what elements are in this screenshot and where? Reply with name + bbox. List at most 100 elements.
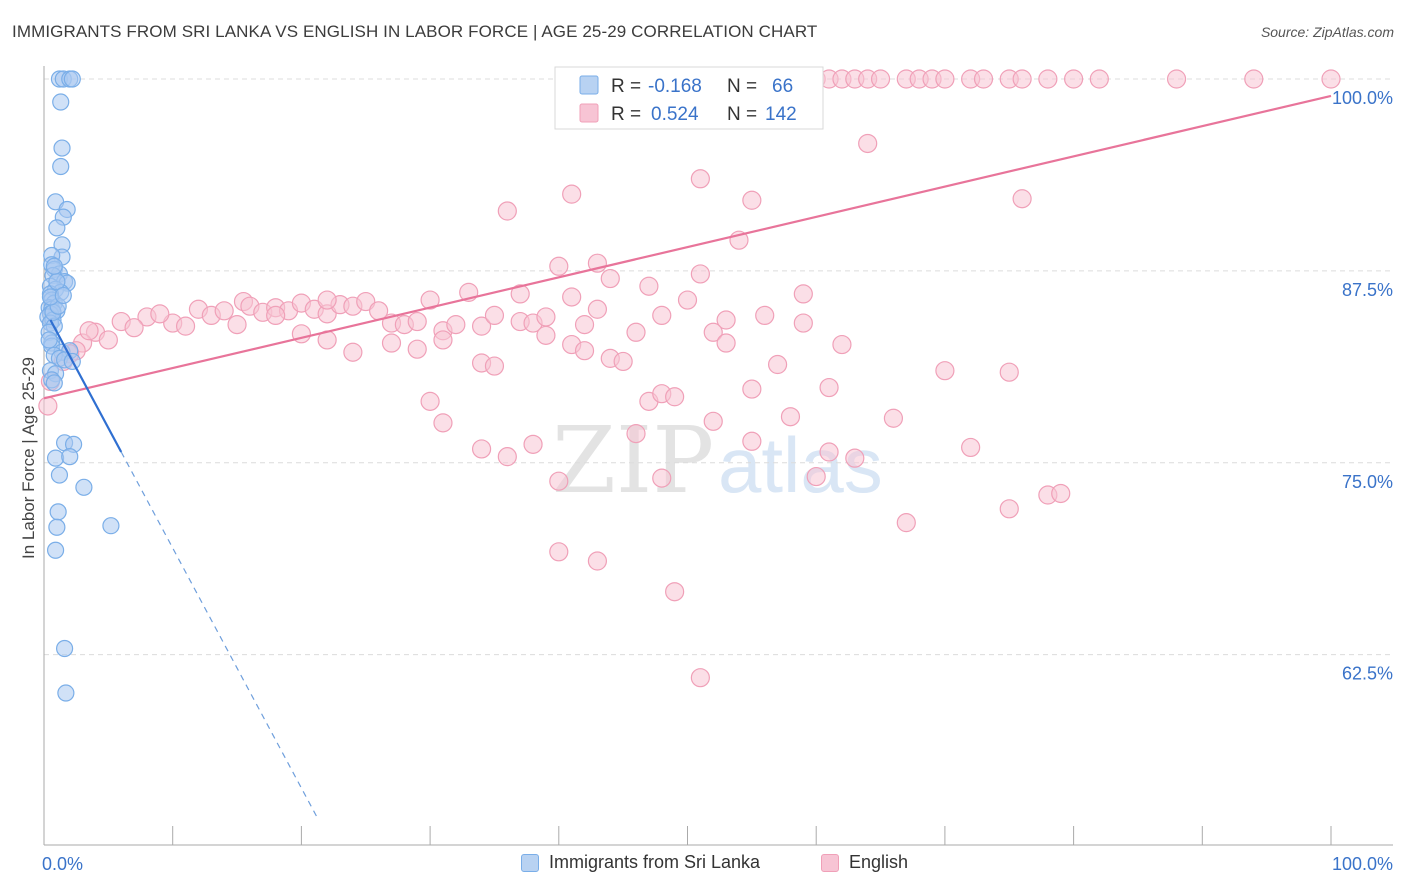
legend-n-value-2: 142 [765,104,797,125]
sri-lanka-point-57 [55,639,74,658]
english-point-137 [227,315,247,335]
english-point-92 [574,341,595,361]
english-point-135 [317,290,337,310]
english-point-139 [150,304,170,324]
english-point-113 [652,468,672,488]
legend-item-sri-lanka: Immigrants from Sri Lanka [521,852,760,873]
sri-lanka-point-3 [63,70,81,88]
english-point-37 [562,287,582,307]
english-point-61 [471,316,492,336]
sri-lanka-point-55 [102,517,120,535]
english-point-111 [549,471,569,491]
english-point-140 [124,318,144,338]
legend-n-value-1: 66 [772,76,793,97]
english-point-21 [1063,69,1084,89]
english-point-123 [549,542,569,562]
legend-label-english: English [849,852,909,872]
english-point-87 [433,330,453,350]
sri-lanka-point-53 [49,503,67,521]
x-tick-label-left: 0.0% [42,854,83,874]
legend-swatch-blue [579,75,599,95]
english-point-70 [677,290,698,310]
y-tick-label-3: 62.5% [1342,664,1393,684]
english-point-114 [742,431,762,451]
english-point-34 [690,264,710,284]
english-point-125 [665,582,685,602]
sri-lanka-point-58 [57,684,75,702]
english-point-126 [690,668,710,688]
y-tick-labels: 100.0% 87.5% 75.0% 62.5% [1332,88,1393,684]
english-point-45 [214,301,234,321]
sri-lanka-point-52 [75,478,93,496]
english-point-119 [999,499,1019,519]
english-point-107 [433,413,453,433]
legend-swatch-sri-lanka [521,853,539,872]
english-point-116 [845,448,865,468]
english-point-94 [613,351,633,372]
sri-lanka-point-6 [52,157,70,176]
english-point-69 [652,305,672,326]
english-point-71 [716,310,736,330]
english-point-55 [356,291,376,312]
english-points [38,69,1341,688]
english-point-95 [767,354,788,375]
english-point-141 [79,321,99,341]
sri-lanka-point-4 [52,93,70,111]
watermark-zip: ZIP [552,407,714,514]
legend-n-label-2: N = [727,104,757,125]
english-point-122 [806,466,826,487]
sri-lanka-point-5 [53,139,71,157]
english-point-29 [497,201,517,221]
english-point-73 [793,313,813,333]
legend-item-english: English [821,852,908,873]
english-point-129 [703,411,723,431]
series-legend: Immigrants from Sri Lanka English [0,852,1406,878]
sri-lanka-points [39,70,120,702]
english-point-28 [562,184,582,204]
english-point-20 [1038,69,1058,89]
english-point-81 [38,396,58,416]
english-point-38 [420,290,440,310]
english-point-110 [523,434,543,454]
english-point-89 [484,356,505,376]
english-point-131 [639,276,659,296]
english-point-112 [626,424,646,444]
english-point-117 [883,408,904,428]
english-point-104 [742,379,762,399]
english-point-35 [600,268,620,289]
english-point-105 [819,377,839,398]
english-point-66 [574,315,595,335]
english-point-103 [665,387,685,407]
english-point-17 [973,69,994,89]
english-point-136 [266,305,286,326]
english-point-130 [793,284,813,304]
stats-legend: R = -0.168 N = 66 R = 0.524 N = 142 [554,66,824,130]
english-point-67 [587,299,608,319]
english-point-127 [896,513,916,533]
english-point-24 [1244,69,1264,89]
english-point-85 [381,333,402,353]
english-point-124 [587,551,608,571]
english-point-100 [716,333,736,353]
legend-r-label-2: R = [611,104,641,125]
english-point-26 [858,133,878,154]
sri-lanka-point-56 [46,541,65,559]
sri-lanka-point-49 [46,449,65,467]
trend-lines [43,94,1332,820]
english-point-11 [870,69,891,89]
english-point-138 [175,316,196,336]
english-point-115 [819,442,839,462]
english-point-106 [420,391,440,411]
english-point-25 [1321,69,1341,89]
english-point-31 [1012,189,1032,209]
x-tick-label-right: 100.0% [1332,854,1393,874]
chart-title: IMMIGRANTS FROM SRI LANKA VS ENGLISH IN … [12,22,818,41]
sri-lanka-point-50 [61,448,79,466]
legend-r-value-2: 0.524 [651,104,699,125]
english-point-96 [832,334,852,355]
sri-lanka-point-65 [54,286,72,305]
y-axis-label: In Labor Force | Age 25-29 [19,357,38,559]
english-point-128 [780,407,801,427]
english-point-75 [98,330,118,350]
english-point-121 [1051,483,1071,504]
